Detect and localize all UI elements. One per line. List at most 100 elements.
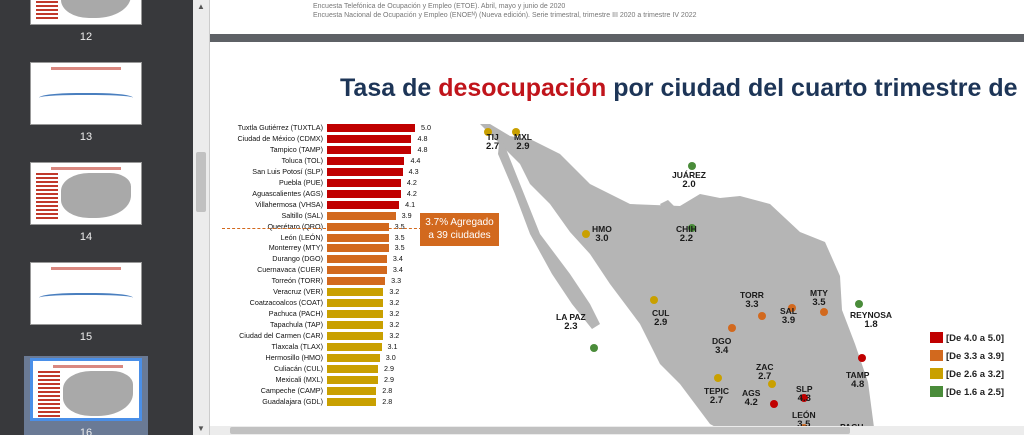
legend-label: [De 2.6 a 3.2]: [946, 369, 1005, 380]
bar: [327, 189, 401, 198]
scroll-down-icon[interactable]: ▼: [197, 424, 205, 433]
bar: [327, 145, 412, 154]
bar-category-label: Toluca (TOL): [281, 155, 323, 165]
scrollbar-thumb[interactable]: [196, 152, 206, 212]
bar-value-label: 4.8: [417, 144, 428, 154]
city-marker: [688, 162, 696, 170]
bar-category-label: Villahermosa (VHSA): [255, 199, 323, 209]
bar: [327, 124, 415, 132]
city-label: HMO 3.0: [592, 224, 612, 244]
page-thumbnail[interactable]: [30, 358, 142, 421]
bar-category-label: Coatzacoalcos (COAT): [249, 298, 323, 308]
bar-value-label: 2.9: [384, 374, 395, 384]
bar-value-label: 3.1: [387, 342, 398, 351]
bar: [327, 134, 412, 143]
page-thumbnail[interactable]: [30, 0, 142, 25]
bar-category-label: Hermosillo (HMO): [265, 352, 324, 362]
bar-value-label: 2.9: [384, 363, 395, 373]
city-label: LA PAZ 2.3: [556, 312, 586, 332]
bar-category-label: Tuxtla Gutiérrez (TUXTLA): [237, 123, 323, 132]
bar-value-label: 4.3: [408, 166, 419, 176]
city-label: REYNOSA 1.8: [850, 310, 893, 330]
bar-value-label: 3.4: [392, 265, 403, 275]
bar-category-label: Querétaro (QRO): [267, 221, 323, 231]
legend-swatch: [930, 350, 943, 361]
bar: [327, 233, 389, 242]
city-label: JUÁREZ 2.0: [672, 170, 707, 190]
bar-value-label: 4.4: [410, 155, 421, 165]
page-title: Tasa de desocupación por ciudad del cuar…: [340, 74, 1024, 102]
page-number-label: 12: [79, 31, 93, 43]
scroll-up-icon[interactable]: ▲: [197, 2, 205, 11]
city-label: TEPIC 2.7: [704, 386, 730, 406]
page-thumbnail[interactable]: [30, 262, 142, 325]
bar: [327, 167, 403, 176]
bar: [327, 364, 379, 373]
bar-category-label: Pachuca (PACH): [268, 309, 323, 319]
legend-label: [De 4.0 a 5.0]: [946, 333, 1005, 344]
bar: [327, 222, 389, 231]
previous-page: Encuesta Telefónica de Ocupación y Emple…: [210, 0, 1024, 34]
legend-item: [De 2.6 a 3.2]: [930, 368, 1004, 380]
bar-value-label: 3.2: [389, 287, 400, 297]
city-label: CUL 2.9: [652, 308, 670, 328]
legend-swatch: [930, 332, 943, 343]
map-shape: [480, 124, 875, 435]
bar: [327, 332, 384, 341]
bar-category-label: Tapachula (TAP): [270, 320, 323, 330]
city-marker: [714, 374, 722, 382]
city-label: MXL 2.9: [514, 132, 532, 152]
vertical-scrollbar[interactable]: ▲ ▼: [193, 0, 210, 435]
bar: [327, 178, 401, 187]
bar-category-label: San Luis Potosí (SLP): [252, 166, 323, 176]
page-thumbnail[interactable]: [30, 162, 142, 225]
mexico-map: TIJ 2.7 MXL 2.9 JUÁREZ 2.0 HMO 3.0 CHIH 2.2 LA PAZ…: [480, 124, 1024, 435]
horizontal-scrollbar-thumb[interactable]: [230, 427, 850, 434]
bar-category-label: Guadalajara (GDL): [262, 396, 323, 406]
legend-swatch: [930, 368, 943, 379]
bar-category-label: Tampico (TAMP): [270, 144, 323, 154]
bar-value-label: 2.8: [382, 396, 393, 406]
city-marker: [590, 344, 598, 352]
bar: [327, 299, 384, 308]
city-marker: [728, 324, 736, 332]
city-label: DGO 3.4: [712, 336, 732, 356]
bar: [327, 375, 379, 384]
city-label: CHIH 2.2: [676, 224, 697, 244]
bar-category-label: Torreón (TORR): [271, 276, 323, 286]
bar-value-label: 4.2: [406, 177, 417, 187]
bar: [327, 200, 400, 209]
bar: [327, 244, 389, 253]
bar-category-label: Tlaxcala (TLAX): [271, 342, 323, 351]
bar-value-label: 3.3: [391, 276, 402, 286]
bar-value-label: 3.5: [394, 232, 405, 242]
city-marker: [512, 128, 520, 136]
city-marker: [768, 380, 776, 388]
bar-value-label: 2.8: [382, 385, 393, 395]
city-marker: [820, 308, 828, 316]
city-label: SAL 3.9: [780, 306, 797, 326]
page-number-label: 16: [79, 427, 93, 435]
bar-value-label: 3.5: [394, 243, 405, 253]
average-reference-line: [222, 228, 422, 229]
bar-category-label: León (LEÓN): [280, 232, 323, 242]
bar-category-label: Ciudad de México (CDMX): [237, 133, 323, 143]
bar-value-label: 4.2: [406, 188, 417, 198]
bar-value-label: 3.2: [389, 309, 400, 319]
bar-category-label: Culiacán (CUL): [273, 363, 323, 373]
page-thumbnail[interactable]: [30, 62, 142, 125]
bar: [327, 353, 380, 362]
bar-value-label: 3.0: [385, 352, 396, 362]
city-label: TIJ 2.7: [486, 132, 500, 152]
horizontal-scrollbar[interactable]: [210, 426, 1024, 435]
city-marker: [800, 394, 808, 402]
city-marker: [758, 312, 766, 320]
page-number-label: 13: [79, 131, 93, 143]
bar-category-label: Aguascalientes (AGS): [252, 188, 323, 198]
source-note-1: Encuesta Telefónica de Ocupación y Emple…: [313, 3, 566, 10]
bar: [327, 288, 384, 297]
city-label: SLP 4.3: [796, 384, 813, 404]
bar-value-label: 4.8: [417, 133, 428, 143]
bar-value-label: 5.0: [421, 123, 431, 132]
bar: [327, 321, 384, 330]
